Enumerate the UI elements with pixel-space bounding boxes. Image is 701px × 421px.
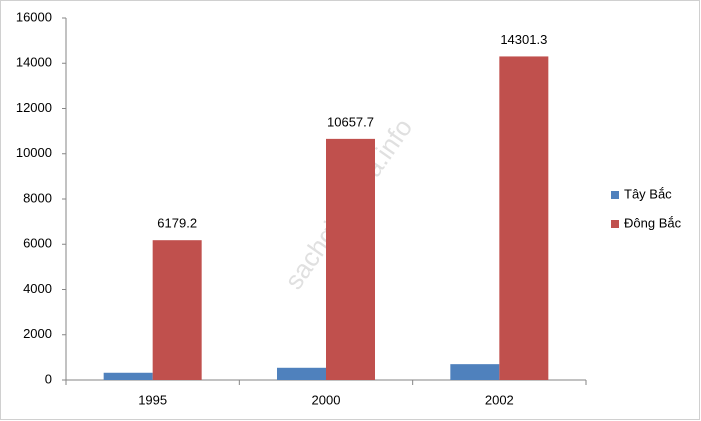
bar xyxy=(499,56,549,381)
y-tick-label: 10000 xyxy=(16,145,52,160)
y-tick-label: 0 xyxy=(45,371,52,386)
y-tick-label: 6000 xyxy=(23,236,52,251)
data-label: 14301.3 xyxy=(500,32,547,47)
x-tick-label: 2000 xyxy=(312,392,341,407)
bar xyxy=(450,364,500,380)
y-tick-label: 2000 xyxy=(23,326,52,341)
y-tick-label: 12000 xyxy=(16,100,52,115)
bar xyxy=(103,372,153,380)
bar xyxy=(326,138,375,380)
y-tick-label: 4000 xyxy=(23,281,52,296)
y-tick-label: 8000 xyxy=(23,190,52,205)
x-tick-label: 2002 xyxy=(485,392,514,407)
x-tick-label: 1995 xyxy=(138,392,167,407)
y-tick-label: 14000 xyxy=(16,55,52,70)
data-label: 6179.2 xyxy=(157,216,197,231)
bar xyxy=(277,367,326,380)
legend-label: Đông Bắc xyxy=(624,215,682,230)
data-label: 10657.7 xyxy=(327,114,374,129)
legend-label: Tây Bắc xyxy=(624,186,672,201)
y-tick-label: 16000 xyxy=(16,9,52,24)
legend-swatch xyxy=(611,191,619,199)
legend-swatch xyxy=(611,220,619,228)
bar xyxy=(152,240,202,380)
